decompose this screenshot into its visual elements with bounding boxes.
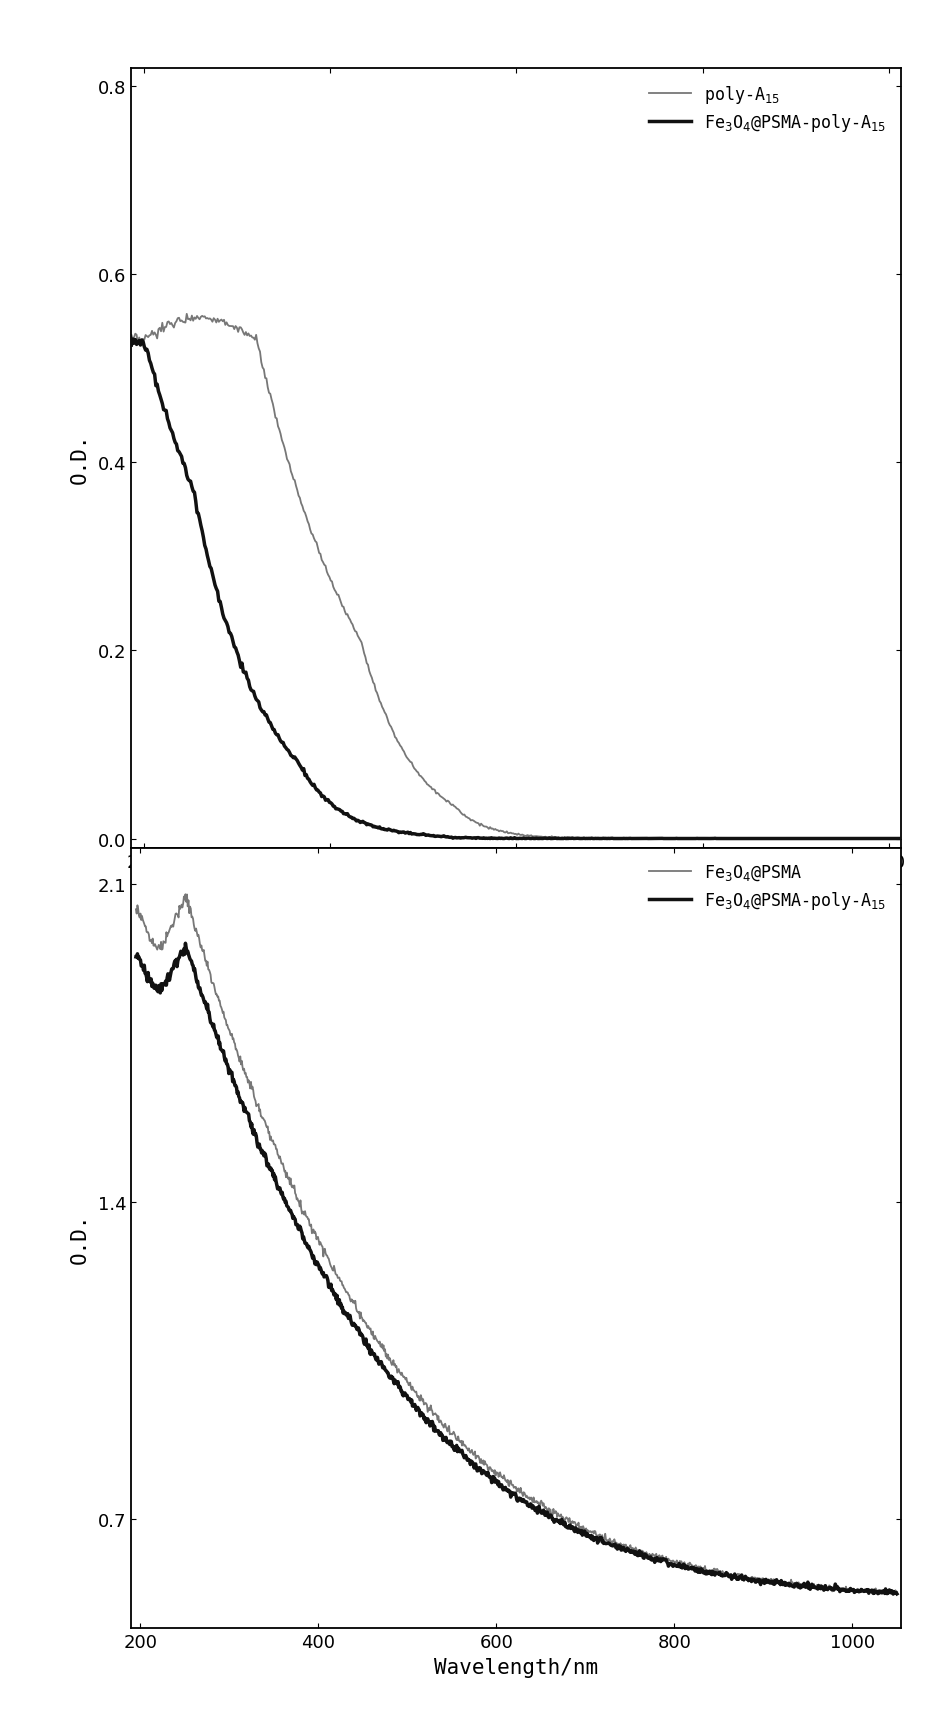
X-axis label: Wavelength/nm: Wavelength/nm: [435, 1657, 598, 1676]
Y-axis label: O.D.: O.D.: [69, 434, 90, 483]
X-axis label: Wavelength/nm: Wavelength/nm: [435, 878, 598, 896]
Text: FIG. 3A: FIG. 3A: [440, 1004, 593, 1039]
Legend: Fe$_3$O$_4$@PSMA, Fe$_3$O$_4$@PSMA-poly-A$_{15}$: Fe$_3$O$_4$@PSMA, Fe$_3$O$_4$@PSMA-poly-…: [642, 857, 893, 919]
Legend: poly-A$_{15}$, Fe$_3$O$_4$@PSMA-poly-A$_{15}$: poly-A$_{15}$, Fe$_3$O$_4$@PSMA-poly-A$_…: [642, 77, 893, 141]
Y-axis label: O.D.: O.D.: [69, 1214, 89, 1263]
